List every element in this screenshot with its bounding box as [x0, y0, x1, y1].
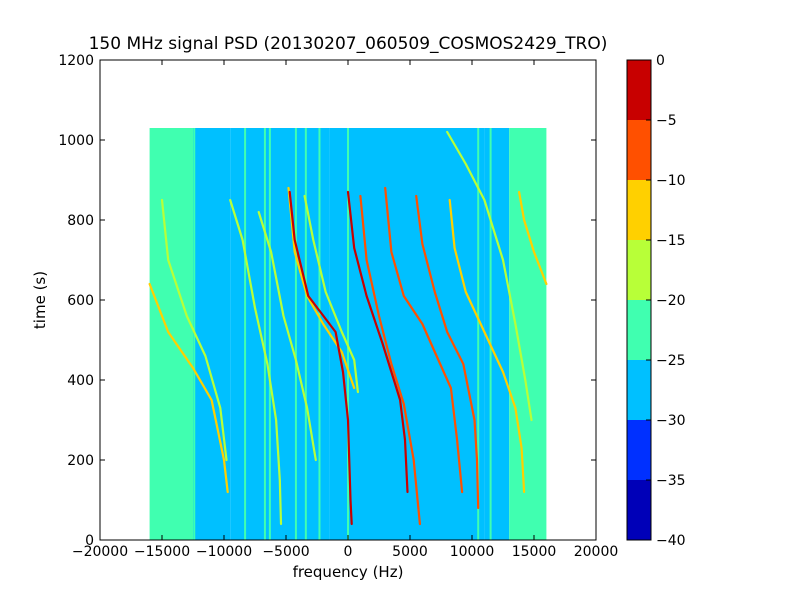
colorbar-segment-6	[627, 120, 651, 180]
x-tick-label: −15000	[134, 544, 190, 560]
colorbar-tick-label: −5	[656, 113, 677, 129]
colorbar-segment-4	[627, 240, 651, 300]
x-tick-label: 5000	[392, 544, 428, 560]
colorbar-segment-7	[627, 60, 651, 120]
colorbar: −40 −35 −30 −25 −20 −15 −10 −5 0	[626, 53, 686, 549]
colorbar-segment-2	[627, 360, 651, 420]
y-tick-label: 400	[67, 373, 94, 389]
colorbar-segment-0	[627, 480, 651, 540]
colorbar-tick-label: −35	[656, 473, 686, 489]
doppler-trace-9	[384, 186, 464, 494]
chart-title: 150 MHz signal PSD (20130207_060509_COSM…	[89, 34, 608, 54]
doppler-trace-2	[229, 198, 283, 526]
y-tick-label: 200	[67, 453, 94, 469]
colorbar-segment-5	[627, 180, 651, 240]
colorbar-tick-label: −20	[656, 293, 686, 309]
doppler-trace-0	[148, 282, 229, 494]
x-axis: −20000 −15000 −10000 −5000 0 5000 10000 15000 20…	[72, 60, 618, 560]
doppler-trace-11	[448, 198, 526, 494]
doppler-trace-10	[415, 194, 480, 510]
plot-area	[99, 59, 597, 541]
x-axis-label: frequency (Hz)	[293, 563, 404, 581]
colorbar-tick-label: −15	[656, 233, 686, 249]
colorbar-tick-label: −25	[656, 353, 686, 369]
doppler-trace-7	[346, 190, 409, 494]
heatmap-layer	[148, 128, 548, 540]
x-tick-label: −5000	[262, 544, 309, 560]
y-tick-label: 800	[67, 213, 94, 229]
doppler-trace-8	[359, 194, 421, 526]
background-band-5	[509, 128, 547, 540]
colorbar-tick-label: 0	[656, 53, 665, 69]
x-tick-label: −20000	[72, 544, 128, 560]
y-tick-label: 0	[85, 533, 94, 549]
colorbar-segment-3	[627, 300, 651, 360]
x-tick-label: 10000	[450, 544, 495, 560]
background-band-4	[484, 128, 510, 540]
doppler-trace-3	[257, 210, 317, 462]
y-axis: 0 200 400 600 800 1000 1200	[58, 53, 596, 549]
y-tick-label: 1200	[58, 53, 94, 69]
background-band-1	[193, 128, 231, 540]
x-tick-label: 0	[344, 544, 353, 560]
y-axis-label: time (s)	[31, 271, 49, 329]
colorbar-segment-1	[627, 420, 651, 480]
doppler-trace-5	[303, 194, 359, 394]
colorbar-tick-label: −30	[656, 413, 686, 429]
colorbar-tick-label: −10	[656, 173, 686, 189]
background-band-0	[149, 128, 193, 540]
x-tick-label: −10000	[196, 544, 252, 560]
doppler-trace-13	[446, 130, 533, 422]
x-tick-label: 15000	[512, 544, 557, 560]
y-tick-label: 1000	[58, 133, 94, 149]
doppler-trace-4	[287, 186, 356, 390]
doppler-trace-12	[518, 190, 548, 286]
y-tick-label: 600	[67, 293, 94, 309]
x-tick-label: 20000	[574, 544, 619, 560]
doppler-trace-6	[288, 190, 353, 526]
colorbar-tick-label: −40	[656, 533, 686, 549]
doppler-trace-1	[160, 198, 228, 462]
